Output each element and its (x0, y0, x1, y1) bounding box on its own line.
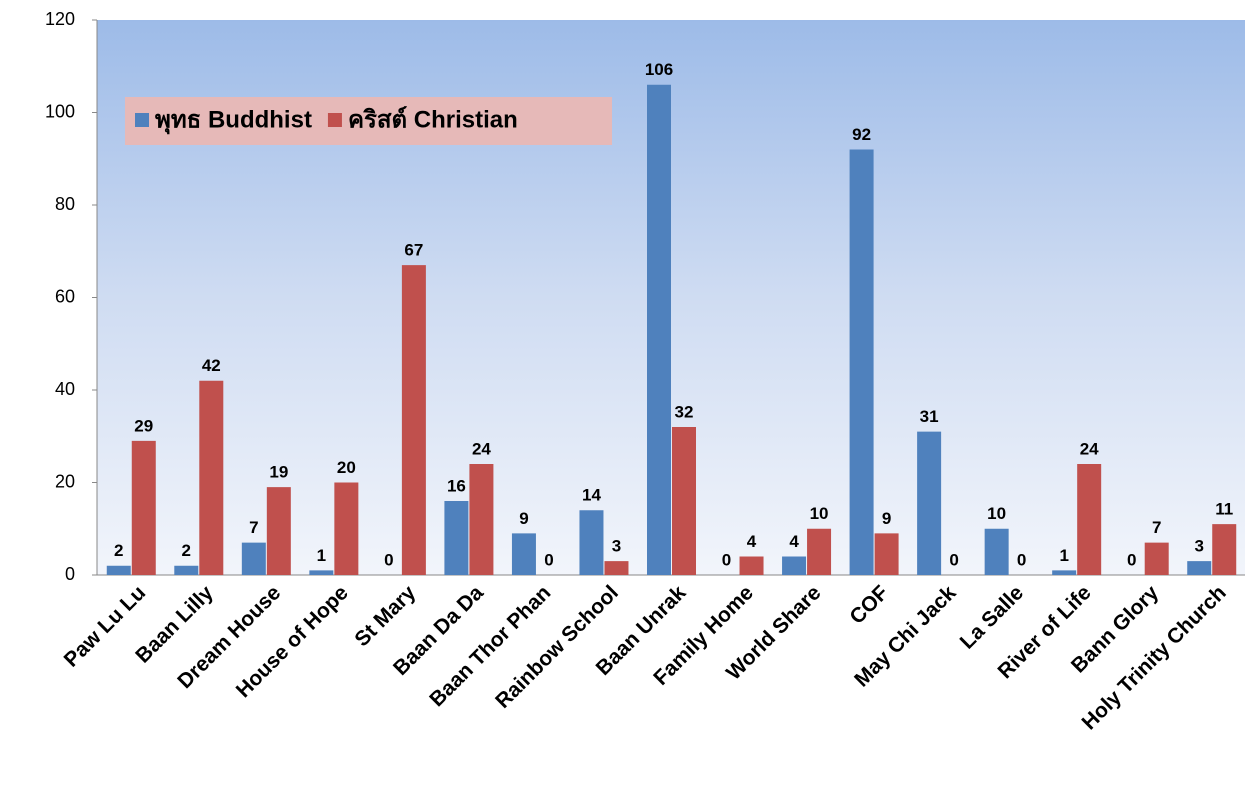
data-label: 0 (544, 550, 553, 569)
data-label: 19 (269, 463, 288, 482)
bar (1187, 561, 1212, 575)
bar (334, 482, 359, 575)
data-label: 16 (447, 476, 466, 495)
bar (131, 440, 156, 575)
bar (917, 431, 942, 575)
bar (739, 556, 764, 575)
bar (266, 487, 291, 575)
data-label: 1 (317, 546, 326, 565)
y-tick-label: 40 (55, 379, 75, 399)
data-label: 10 (810, 504, 829, 523)
bar (849, 149, 874, 575)
data-label: 42 (202, 356, 221, 375)
bar (579, 510, 604, 575)
data-label: 0 (1017, 550, 1026, 569)
bar (199, 380, 224, 575)
x-tick-label: Baan Thor Phan (425, 581, 555, 711)
data-label: 9 (882, 509, 891, 528)
bar (444, 501, 469, 575)
y-tick-label: 80 (55, 194, 75, 214)
data-label: 106 (645, 60, 673, 79)
data-label: 92 (852, 125, 871, 144)
data-label: 24 (472, 439, 491, 458)
bar (874, 533, 899, 575)
data-label: 2 (114, 541, 123, 560)
data-label: 20 (337, 458, 356, 477)
data-label: 7 (1152, 518, 1161, 537)
bar (174, 565, 199, 575)
data-label: 0 (384, 550, 393, 569)
data-label: 7 (249, 518, 258, 537)
bar (807, 528, 832, 575)
x-tick-label: Rainbow School (491, 581, 623, 713)
data-label: 10 (987, 504, 1006, 523)
data-label: 11 (1215, 500, 1233, 519)
x-tick-label: St Mary (350, 581, 420, 651)
legend-label: พุทธ Buddhist (155, 106, 312, 135)
data-label: 9 (519, 509, 528, 528)
bar (511, 533, 536, 575)
bar (309, 570, 334, 575)
bar (647, 84, 671, 575)
bar (984, 528, 1009, 575)
data-label: 24 (1080, 439, 1099, 458)
bar (672, 427, 696, 575)
legend-swatch (135, 113, 149, 127)
data-label: 0 (949, 550, 958, 569)
data-label: 29 (134, 416, 153, 435)
data-label: 31 (920, 407, 939, 426)
y-tick-label: 60 (55, 286, 75, 306)
bar (106, 565, 131, 575)
data-label: 67 (404, 241, 423, 260)
data-label: 1 (1059, 546, 1068, 565)
bar (241, 542, 266, 575)
data-label: 4 (747, 532, 757, 551)
bar (1052, 570, 1077, 575)
data-label: 4 (789, 532, 799, 551)
data-label: 3 (1195, 537, 1204, 556)
y-tick-label: 120 (45, 9, 75, 29)
y-tick-label: 0 (65, 564, 75, 584)
data-label: 32 (675, 402, 694, 421)
legend-box (125, 97, 612, 145)
x-tick-label: COF (845, 581, 893, 629)
data-label: 0 (1127, 550, 1136, 569)
bar (782, 556, 807, 575)
y-tick-label: 100 (45, 101, 75, 121)
data-label: 2 (182, 541, 191, 560)
bar (1077, 464, 1102, 575)
legend-label: คริสต์ Christian (348, 105, 518, 133)
bar (1212, 524, 1237, 575)
x-tick-label: Paw Lu Lu (60, 581, 151, 672)
y-tick-label: 20 (55, 471, 75, 491)
bar (1144, 542, 1169, 575)
bar (469, 464, 494, 575)
bar (401, 265, 426, 575)
data-label: 3 (612, 537, 621, 556)
legend-swatch (327, 113, 342, 127)
bar (604, 561, 629, 575)
data-label: 0 (722, 550, 731, 569)
data-label: 14 (582, 486, 601, 505)
